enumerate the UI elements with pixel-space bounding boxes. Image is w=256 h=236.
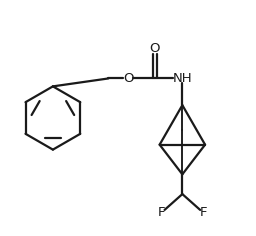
Text: O: O: [123, 72, 133, 85]
Text: O: O: [150, 42, 160, 55]
Text: NH: NH: [173, 72, 192, 85]
Text: F: F: [158, 206, 165, 219]
Text: F: F: [199, 206, 207, 219]
